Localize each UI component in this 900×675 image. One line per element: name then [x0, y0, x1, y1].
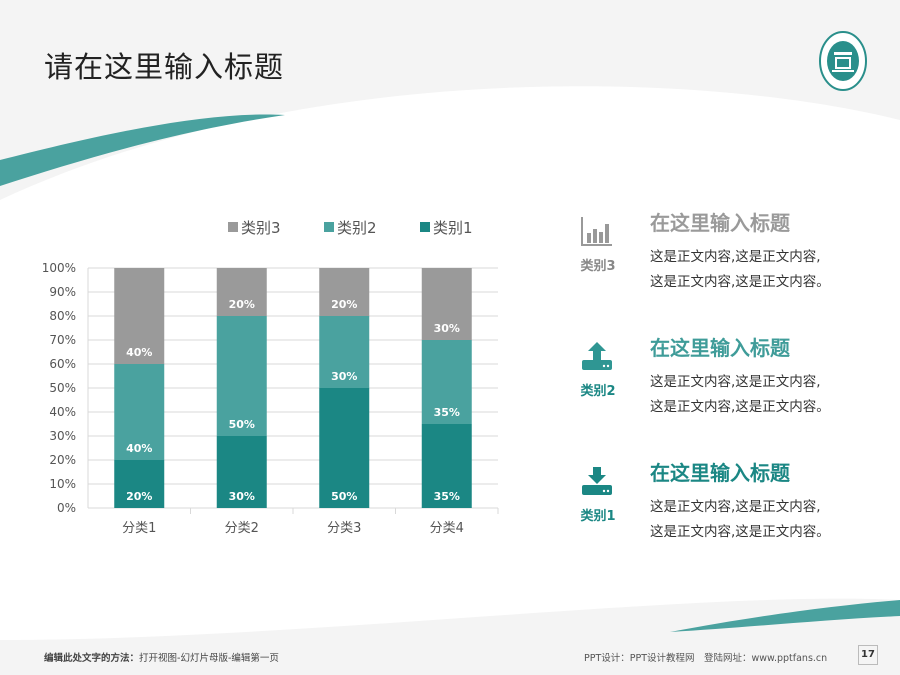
bar-segment-类别2	[319, 316, 370, 388]
data-label: 20%	[331, 298, 357, 311]
footer-hint-label: 编辑此处文字的方法：	[44, 653, 140, 664]
data-label: 20%	[229, 298, 255, 311]
bar-segment-类别1	[114, 460, 165, 508]
info-item: 类别3 在这里输入标题 这是正文内容,这是正文内容, 这是正文内容,这是正文内容。	[560, 211, 900, 315]
item-body: 这是正文内容,这是正文内容, 这是正文内容,这是正文内容。	[650, 370, 830, 420]
data-label: 35%	[434, 406, 460, 419]
y-tick-label: 20%	[49, 453, 76, 467]
legend-swatch	[228, 222, 238, 232]
legend-label: 类别3	[241, 219, 281, 237]
bar-segment-类别2	[114, 364, 165, 460]
x-tick-label: 分类4	[430, 521, 464, 536]
item-body-line: 这是正文内容,这是正文内容,	[650, 499, 821, 515]
data-label: 30%	[229, 490, 255, 503]
item-body-line: 这是正文内容,这是正文内容。	[650, 399, 830, 415]
x-tick-label: 分类1	[122, 521, 156, 536]
footer-hint-text: 打开视图-幻灯片母版-编辑第一页	[139, 653, 279, 664]
item-body-line: 这是正文内容,这是正文内容。	[650, 524, 830, 540]
item-body-line: 这是正文内容,这是正文内容,	[650, 374, 821, 390]
info-item: 类别2 在这里输入标题 这是正文内容,这是正文内容, 这是正文内容,这是正文内容。	[560, 336, 900, 440]
item-heading: 在这里输入标题	[650, 461, 790, 485]
stacked-bar-chart: 0% 10% 20% 30% 40% 50% 60% 70% 80% 90% 100% 20% 40% 4…	[42, 219, 499, 536]
data-label: 30%	[331, 370, 357, 383]
info-item: 类别1 在这里输入标题 这是正文内容,这是正文内容, 这是正文内容,这是正文内容。	[560, 461, 900, 565]
y-tick-label: 50%	[49, 381, 76, 395]
bar-segment-类别1	[421, 424, 472, 508]
x-tick-label: 分类2	[225, 521, 259, 536]
bar-segment-类别3	[421, 268, 472, 340]
data-label: 20%	[126, 490, 152, 503]
bar-segment-类别2	[216, 316, 267, 436]
page-title: 请在这里输入标题	[44, 50, 285, 84]
data-label: 30%	[434, 322, 460, 335]
data-label: 40%	[126, 442, 152, 455]
item-heading: 在这里输入标题	[650, 336, 790, 360]
y-tick-label: 40%	[49, 405, 76, 419]
y-tick-label: 30%	[49, 429, 76, 443]
item-category: 类别1	[580, 509, 616, 524]
y-tick-label: 70%	[49, 333, 76, 347]
item-body: 这是正文内容,这是正文内容, 这是正文内容,这是正文内容。	[650, 495, 830, 545]
bar-segment-类别1	[216, 436, 267, 508]
legend-swatch	[420, 222, 430, 232]
school-logo	[819, 31, 867, 91]
y-tick-label: 60%	[49, 357, 76, 371]
bar-chart-icon	[580, 215, 614, 249]
item-body: 这是正文内容,这是正文内容, 这是正文内容,这是正文内容。	[650, 245, 830, 295]
y-tick-label: 90%	[49, 285, 76, 299]
legend-swatch	[324, 222, 334, 232]
download-icon	[580, 465, 614, 499]
x-tick-label: 分类3	[327, 521, 361, 536]
item-category: 类别3	[580, 259, 616, 274]
y-tick-label: 0%	[57, 501, 76, 515]
upload-icon	[580, 340, 614, 374]
legend-label: 类别2	[337, 219, 377, 237]
data-label: 50%	[331, 490, 357, 503]
footer-hint: 编辑此处文字的方法：打开视图-幻灯片母版-编辑第一页	[44, 650, 279, 664]
data-label: 40%	[126, 346, 152, 359]
item-body-line: 这是正文内容,这是正文内容,	[650, 249, 821, 265]
item-category: 类别2	[580, 384, 616, 399]
y-tick-label: 10%	[49, 477, 76, 491]
bar-segment-类别1	[319, 388, 370, 508]
bar-segment-类别3	[216, 268, 267, 316]
footer-credit: PPT设计：PPT设计教程网 登陆网址：www.pptfans.cn	[584, 653, 828, 664]
y-tick-label: 80%	[49, 309, 76, 323]
item-heading: 在这里输入标题	[650, 211, 790, 235]
y-tick-label: 100%	[42, 261, 76, 275]
legend-label: 类别1	[433, 219, 473, 237]
data-label: 35%	[434, 490, 460, 503]
bar-segment-类别2	[421, 340, 472, 424]
bar-segment-类别3	[114, 268, 165, 364]
bar-segment-类别3	[319, 268, 370, 316]
data-label: 50%	[229, 418, 255, 431]
item-body-line: 这是正文内容,这是正文内容。	[650, 274, 830, 290]
page-number: 17	[858, 645, 878, 665]
